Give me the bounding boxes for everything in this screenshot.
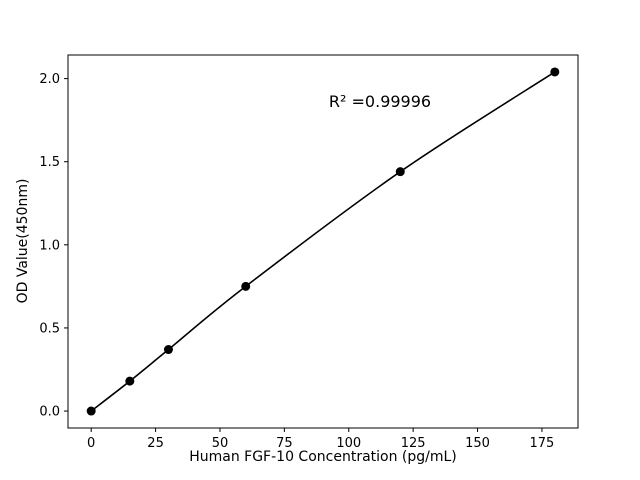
x-tick-label: 50 [212,436,229,451]
y-tick-label: 0.0 [39,405,60,420]
data-point-marker [86,406,96,416]
y-tick-label: 2.0 [39,72,60,87]
plot-border [67,54,579,429]
x-tick-label: 25 [147,436,164,451]
data-point-marker [395,167,405,177]
x-tick-label: 100 [336,436,361,451]
x-tick-label: 75 [276,436,293,451]
y-axis-label: OD Value(450nm) [15,179,31,304]
r-squared-annotation: R² =0.99996 [329,92,431,111]
x-tick-label: 125 [401,436,426,451]
y-tick-label: 1.0 [39,238,60,253]
data-point-marker [550,67,560,77]
y-tick-label: 1.5 [39,155,60,170]
data-point-marker [163,345,173,355]
data-point-marker [241,281,251,291]
x-tick-label: 175 [530,436,555,451]
x-tick-label: 150 [465,436,490,451]
plot-area: 0 25 50 75 100 125 150 175 0.0 0.5 1.0 1.5 2.0 [39,54,579,451]
data-point-marker [125,376,135,386]
y-tick-label: 0.5 [39,321,60,336]
x-tick-label: 0 [87,436,95,451]
x-axis-label: Human FGF-10 Concentration (pg/mL) [189,449,457,465]
